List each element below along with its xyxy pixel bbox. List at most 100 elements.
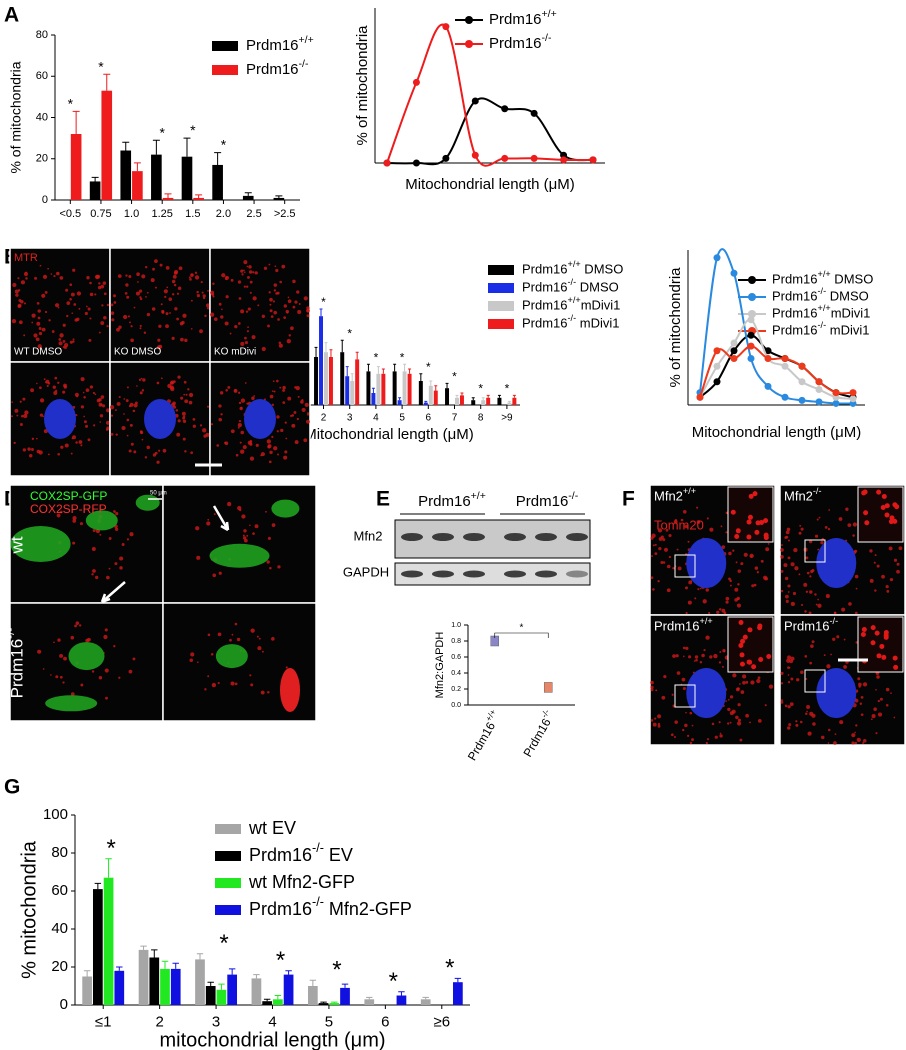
signal [839,720,844,725]
signal [660,561,664,565]
bar [227,974,238,1005]
error-bar [214,152,222,165]
signal [160,303,163,306]
signal [45,379,50,384]
signal [103,634,108,640]
superscript: +/+ [683,486,696,496]
error-bar [228,968,236,975]
point [530,109,538,117]
signal [273,446,278,451]
y-tick-label: 0.8 [451,638,461,645]
signal [142,378,146,382]
signal [72,519,77,523]
signal [35,337,40,342]
condition-label: WT DMSO [14,347,62,358]
signal [184,338,188,343]
point [798,378,806,386]
signal [117,274,122,279]
signal [787,584,791,588]
signal [24,410,29,415]
signal [188,400,193,405]
signal [760,559,764,563]
signal [52,385,56,389]
signal [785,530,790,535]
signal [877,712,883,717]
bar [355,359,360,405]
inset-signal [861,627,867,633]
signal [57,381,60,384]
signal [293,411,297,414]
signal [57,452,60,456]
point [730,269,738,277]
legend-label: Prdm16-/- [246,58,309,78]
signal [250,628,255,633]
signal [100,321,105,325]
signal [110,432,114,436]
error-bar [319,308,323,317]
signal [247,307,251,311]
signal [110,311,115,315]
bar [82,976,92,1005]
signal [751,584,755,588]
signal [226,501,232,507]
superscript: +/+ [568,295,581,305]
signal [694,655,699,659]
signal [238,419,242,423]
signal [231,633,234,636]
signal [69,340,73,344]
bar [350,381,355,405]
inset-signal [876,489,882,495]
point [832,399,840,407]
signal [721,545,726,549]
superscript: -/- [568,277,577,287]
signal [15,293,19,297]
stain-label: MTR [14,252,38,264]
signal [858,685,861,688]
signal [787,556,791,560]
signal [833,741,837,745]
signal [737,718,741,722]
signal [254,524,259,529]
signal [78,307,81,310]
signal [113,510,116,513]
signal [173,405,177,409]
signal [816,518,819,521]
signal [655,689,658,692]
signal [273,289,277,292]
signal [83,395,86,399]
arrow [212,505,230,532]
signal [204,314,207,318]
significance: * [452,370,457,384]
signal [99,414,104,418]
signal [764,577,769,581]
signal [23,302,27,305]
signal [685,711,687,714]
x-tick-label: 4 [268,1013,276,1030]
x-tick-label: ≥6 [433,1013,450,1030]
signal [246,330,249,333]
signal [89,385,94,389]
signal [25,277,28,280]
signal [674,720,678,724]
bar [512,397,517,405]
signal [177,375,181,379]
signal [91,670,95,673]
signal [64,443,69,448]
blot [394,562,591,586]
signal [711,722,715,726]
roi-box [804,669,826,693]
inset-signal [747,514,753,520]
signal [725,700,727,703]
arrow [100,581,126,604]
legend-marker [465,16,473,24]
signal [44,290,48,294]
signal [125,399,129,403]
signal [277,565,281,569]
signal [739,738,743,742]
signal [169,312,171,314]
legend-swatch [488,265,514,275]
signal [650,680,654,685]
x-tick-label: 1.5 [185,208,200,220]
signal [860,713,864,716]
error-bar [455,394,459,398]
